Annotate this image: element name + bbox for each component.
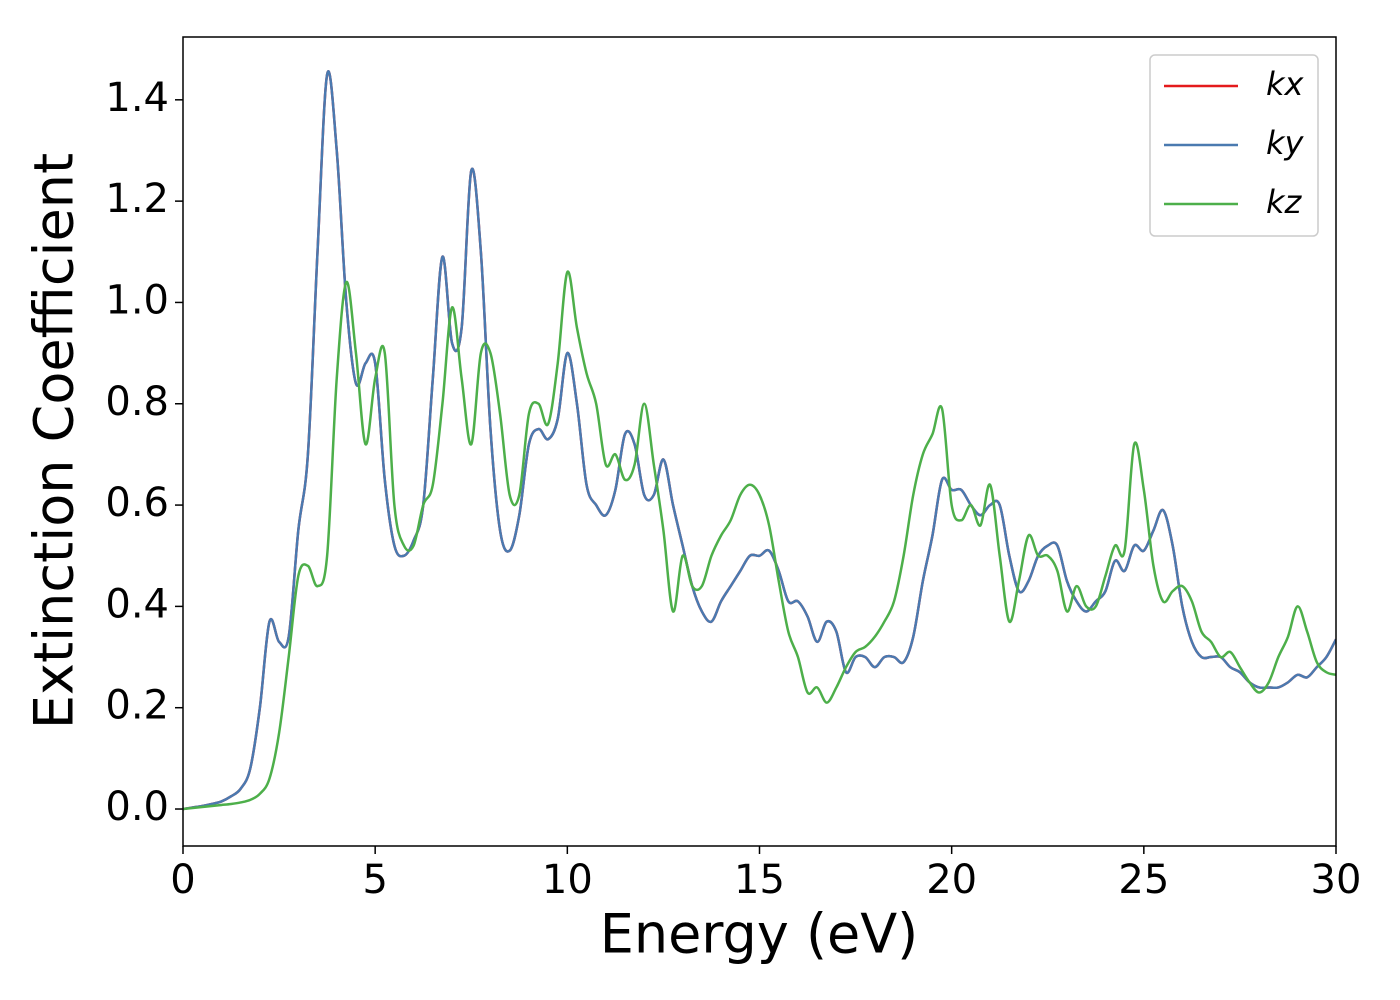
y-tick-label: 1.0: [105, 277, 169, 323]
y-tick-label: 0.2: [105, 683, 169, 729]
legend-label: ky: [1266, 124, 1305, 162]
legend-label: kz: [1266, 183, 1303, 221]
x-tick-label: 10: [542, 857, 593, 903]
series-line: [183, 70, 1336, 811]
x-tick-label: 0: [170, 857, 195, 903]
y-axis-label: Extinction Coefficient: [23, 153, 86, 729]
y-tick-label: 0.4: [105, 581, 169, 627]
y-tick-label: 0.0: [105, 784, 169, 830]
y-tick-label: 0.8: [105, 379, 169, 425]
series-line: [183, 270, 1336, 811]
y-tick-label: 1.2: [105, 176, 169, 222]
x-axis-label: Energy (eV): [600, 903, 919, 966]
legend-label: kx: [1266, 65, 1305, 103]
y-tick-label: 0.6: [105, 480, 169, 526]
x-tick-label: 25: [1118, 857, 1169, 903]
x-tick-label: 20: [926, 857, 977, 903]
y-tick-label: 1.4: [105, 75, 169, 121]
x-tick-label: 5: [362, 857, 387, 903]
x-tick-label: 15: [734, 857, 785, 903]
x-tick-label: 30: [1311, 857, 1362, 903]
plot-frame: [182, 36, 1337, 847]
